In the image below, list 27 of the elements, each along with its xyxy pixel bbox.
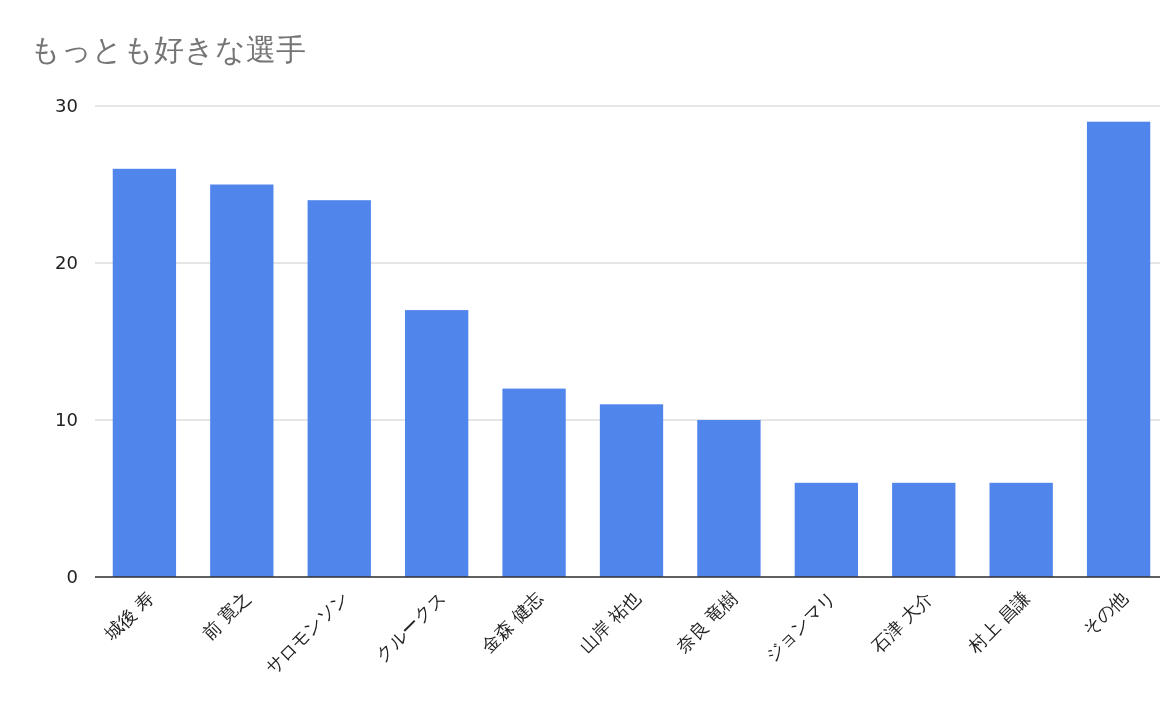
bar — [405, 310, 469, 577]
x-tick-label: 山岸 祐也 — [574, 586, 645, 657]
bar — [794, 482, 858, 577]
bar — [892, 482, 956, 577]
bar — [307, 200, 371, 577]
x-tick-label: 城後 寿 — [99, 586, 158, 645]
x-tick-label: 奈良 竜樹 — [671, 586, 742, 657]
bar — [112, 168, 177, 577]
bar — [502, 388, 566, 577]
x-tick-label: 村上 昌謙 — [963, 586, 1035, 658]
bar — [697, 420, 761, 577]
x-tick-label: サロモンソン — [260, 586, 353, 679]
x-tick-label: ジョンマリ — [760, 586, 840, 666]
y-tick-label: 10 — [55, 409, 78, 431]
y-tick-label: 20 — [55, 252, 78, 274]
chart-title: もっとも好きな選手 — [30, 32, 306, 67]
y-tick-label: 0 — [66, 566, 78, 588]
bar — [989, 482, 1053, 577]
bar — [210, 184, 274, 577]
x-tick-label: 金森 健志 — [477, 586, 547, 657]
bar — [599, 404, 664, 577]
bar — [1086, 121, 1151, 577]
x-tick-label: 石津 大介 — [866, 586, 937, 657]
x-tick-label: その他 — [1078, 586, 1132, 641]
x-tick-label: 前 寛之 — [197, 586, 255, 645]
y-tick-label: 30 — [55, 95, 78, 117]
x-tick-label: クルークス — [371, 586, 450, 666]
